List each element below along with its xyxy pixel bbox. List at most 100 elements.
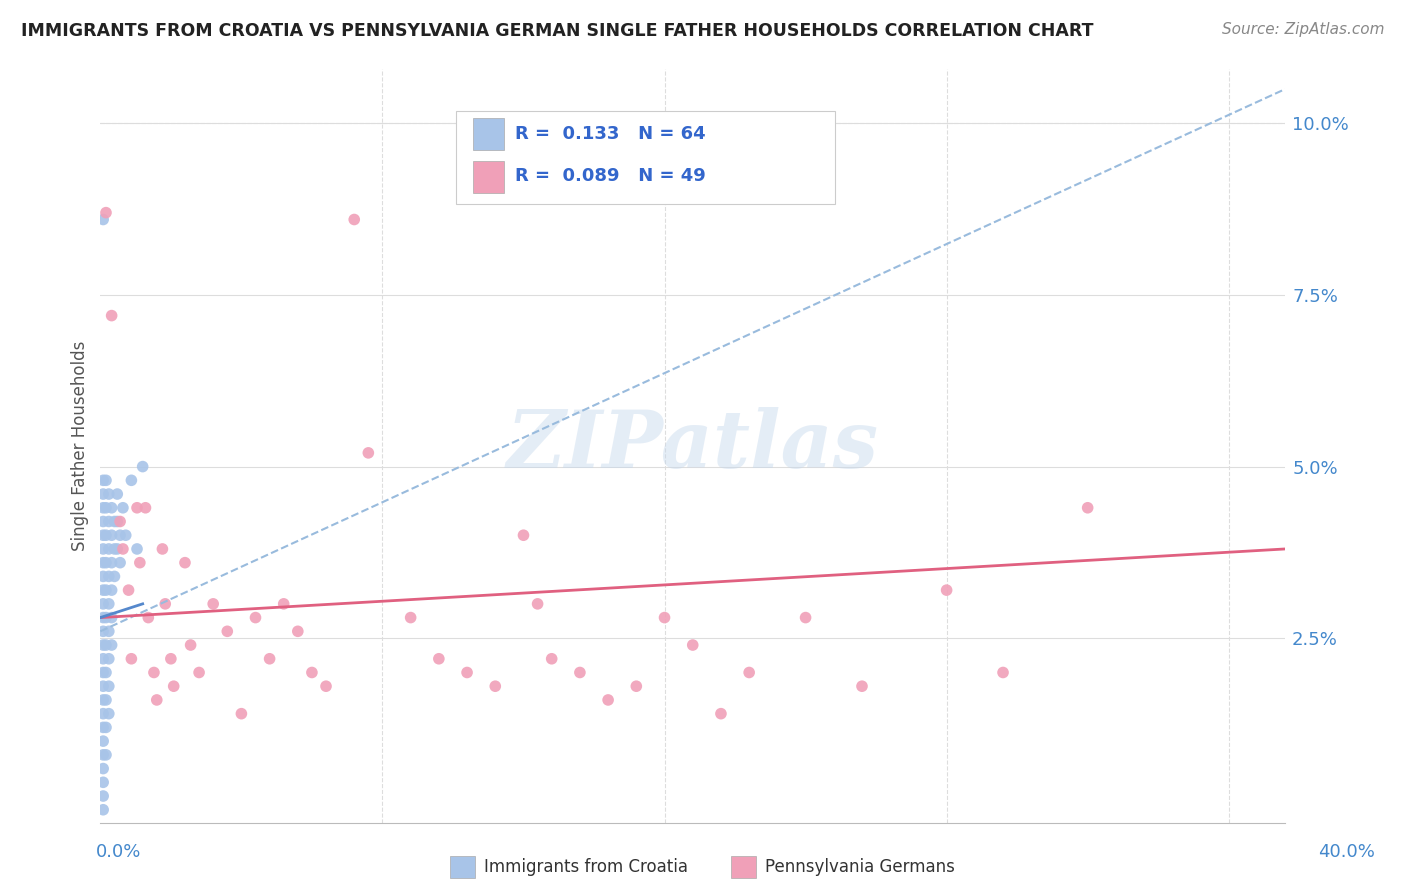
Point	[991, 665, 1014, 680]
Text: Source: ZipAtlas.com: Source: ZipAtlas.com	[1222, 22, 1385, 37]
Point	[682, 638, 704, 652]
Point	[114, 528, 136, 542]
Point	[91, 803, 114, 817]
Point	[97, 706, 120, 721]
Point	[91, 789, 114, 803]
Point	[100, 583, 122, 598]
Y-axis label: Single Father Households: Single Father Households	[72, 341, 89, 551]
Point	[100, 528, 122, 542]
Point	[484, 679, 506, 693]
Point	[91, 665, 114, 680]
Point	[125, 541, 148, 556]
Point	[399, 610, 422, 624]
Point	[91, 569, 114, 583]
Point	[97, 652, 120, 666]
Point	[91, 652, 114, 666]
Point	[103, 569, 125, 583]
Point	[152, 541, 174, 556]
Point	[97, 597, 120, 611]
Point	[97, 541, 120, 556]
Point	[97, 487, 120, 501]
Text: R =  0.133   N = 64: R = 0.133 N = 64	[515, 125, 706, 144]
Point	[163, 679, 186, 693]
Point	[512, 528, 534, 542]
Point	[131, 459, 153, 474]
Point	[94, 693, 117, 707]
Point	[160, 652, 183, 666]
Point	[91, 500, 114, 515]
Point	[94, 747, 117, 762]
Point	[343, 212, 366, 227]
Point	[94, 205, 117, 219]
Point	[108, 556, 131, 570]
Point	[108, 528, 131, 542]
Point	[94, 528, 117, 542]
Point	[427, 652, 450, 666]
Point	[91, 583, 114, 598]
Point	[155, 597, 177, 611]
Point	[94, 500, 117, 515]
Point	[91, 597, 114, 611]
Point	[174, 556, 197, 570]
Text: Immigrants from Croatia: Immigrants from Croatia	[484, 858, 688, 876]
Point	[259, 652, 281, 666]
Point	[91, 734, 114, 748]
Point	[91, 541, 114, 556]
Point	[91, 720, 114, 734]
Point	[245, 610, 267, 624]
Point	[94, 665, 117, 680]
Point	[97, 569, 120, 583]
Point	[568, 665, 591, 680]
Point	[91, 679, 114, 693]
Text: Pennsylvania Germans: Pennsylvania Germans	[765, 858, 955, 876]
Point	[231, 706, 253, 721]
Point	[540, 652, 562, 666]
Point	[100, 309, 122, 323]
Point	[134, 500, 156, 515]
Point	[117, 583, 139, 598]
Point	[100, 638, 122, 652]
Point	[456, 665, 478, 680]
Point	[105, 541, 128, 556]
Point	[935, 583, 957, 598]
Point	[217, 624, 239, 639]
Point	[91, 762, 114, 776]
Point	[136, 610, 159, 624]
Point	[125, 500, 148, 515]
Point	[91, 624, 114, 639]
Point	[103, 541, 125, 556]
Point	[202, 597, 225, 611]
Point	[105, 487, 128, 501]
Point	[100, 500, 122, 515]
Point	[287, 624, 309, 639]
Point	[1077, 500, 1099, 515]
Point	[120, 652, 142, 666]
Point	[94, 610, 117, 624]
Point	[145, 693, 167, 707]
Point	[91, 706, 114, 721]
Point	[598, 693, 620, 707]
Point	[128, 556, 150, 570]
Point	[315, 679, 337, 693]
Point	[94, 583, 117, 598]
Point	[91, 528, 114, 542]
Point	[94, 638, 117, 652]
Point	[142, 665, 165, 680]
Point	[94, 473, 117, 487]
Point	[526, 597, 548, 611]
Point	[94, 720, 117, 734]
Point	[91, 473, 114, 487]
Point	[626, 679, 648, 693]
Point	[91, 610, 114, 624]
Point	[97, 624, 120, 639]
Point	[91, 487, 114, 501]
Text: 0.0%: 0.0%	[96, 843, 141, 861]
Point	[91, 775, 114, 789]
Point	[108, 515, 131, 529]
Point	[738, 665, 761, 680]
Point	[100, 556, 122, 570]
Point	[91, 747, 114, 762]
Point	[111, 500, 134, 515]
Point	[794, 610, 817, 624]
Point	[97, 679, 120, 693]
